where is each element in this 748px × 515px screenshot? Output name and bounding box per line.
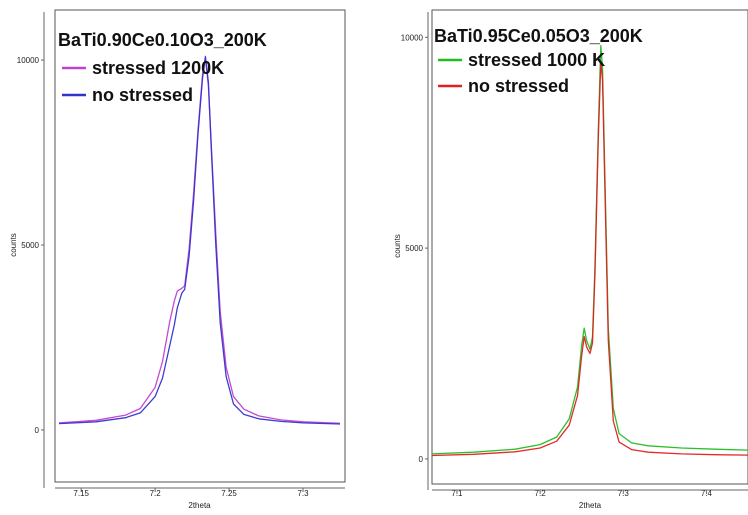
x-tick-label: 7.4 — [701, 489, 713, 498]
chart-panel-left: 0 5000 10000 7.15 7.2 7.25 7.3 2theta counts BaTi… — [0, 0, 350, 515]
y-axis-title: counts — [393, 234, 402, 258]
y-tick-label: 10000 — [17, 56, 40, 65]
legend-label-1: no stressed — [92, 85, 193, 105]
x-tick-label: 7.3 — [618, 489, 630, 498]
chart-right: 0 5000 10000 7.1 7.2 7.3 7.4 2theta counts BaTi0.… — [393, 9, 748, 510]
x-tick-label: 7.25 — [221, 489, 237, 498]
y-tick-label: 5000 — [405, 244, 423, 253]
x-tick-label: 7.2 — [535, 489, 547, 498]
x-tick-label: 7.15 — [73, 489, 89, 498]
y-tick-label: 10000 — [401, 33, 424, 42]
y-axis-title: counts — [9, 233, 18, 257]
y-tick-label: 5000 — [21, 241, 39, 250]
series-line-1 — [431, 61, 748, 457]
legend-label-1: no stressed — [468, 76, 569, 96]
x-tick-label: 7.2 — [150, 489, 162, 498]
x-tick-label: 7.3 — [297, 489, 309, 498]
x-axis-title: 2theta — [188, 501, 211, 510]
chart-title: BaTi0.95Ce0.05O3_200K — [434, 26, 643, 46]
legend-label-0: stressed 1200K — [92, 58, 224, 78]
plot-frame — [54, 9, 346, 483]
chart-panel-right: 0 5000 10000 7.1 7.2 7.3 7.4 2theta counts BaTi0.… — [392, 0, 748, 515]
chart-title: BaTi0.90Ce0.10O3_200K — [58, 30, 267, 50]
x-tick-label: 7.1 — [451, 489, 463, 498]
legend-label-0: stressed 1000 K — [468, 50, 605, 70]
y-tick-label: 0 — [35, 426, 40, 435]
series-line-1 — [58, 55, 341, 425]
plot-frame — [431, 9, 748, 485]
y-tick-label: 0 — [419, 455, 424, 464]
x-axis-title: 2theta — [579, 501, 602, 510]
chart-left: 0 5000 10000 7.15 7.2 7.25 7.3 2theta counts BaTi… — [9, 9, 346, 510]
